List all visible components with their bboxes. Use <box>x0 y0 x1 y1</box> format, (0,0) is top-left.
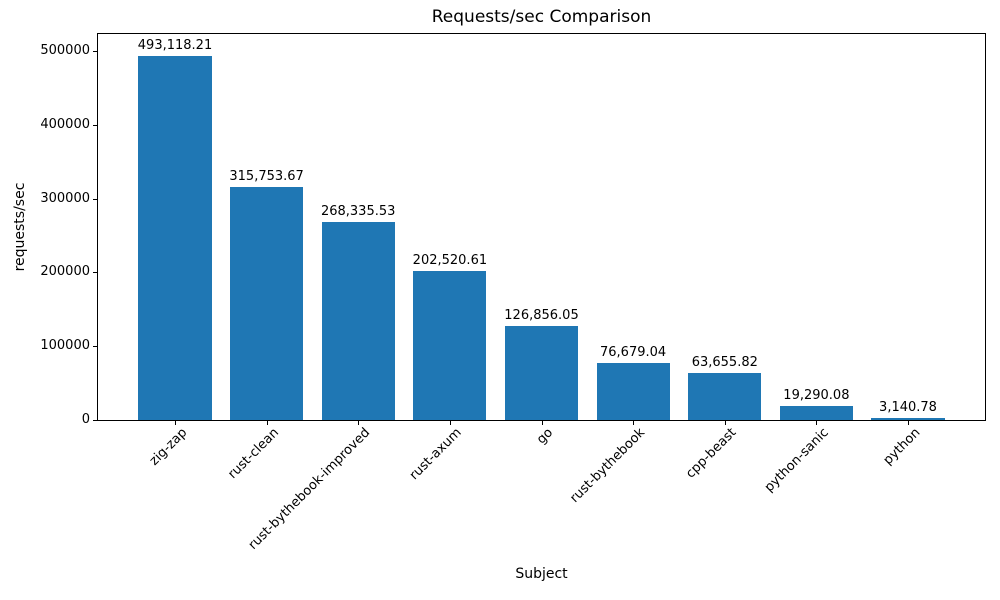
y-tick-label: 400000 <box>40 116 90 132</box>
y-tick-mark <box>93 51 97 52</box>
bar <box>413 270 487 420</box>
bar <box>138 56 212 420</box>
bar-value-label: 76,679.04 <box>600 345 667 361</box>
bar <box>504 326 579 420</box>
bar <box>871 417 945 420</box>
y-tick-label: 100000 <box>40 338 90 354</box>
bar <box>321 221 395 420</box>
x-tick-mark <box>816 421 817 425</box>
x-tick-mark <box>725 421 726 425</box>
x-tick-mark <box>175 421 176 425</box>
x-tick-mark <box>267 421 268 425</box>
y-tick-mark <box>93 125 97 126</box>
chart-title: Requests/sec Comparison <box>431 7 652 27</box>
x-axis-label: Subject <box>515 566 568 582</box>
x-tick-mark <box>908 421 909 425</box>
y-tick-mark <box>93 346 97 347</box>
x-tick-label: cpp-beast <box>683 425 740 482</box>
bar-value-label: 19,290.08 <box>783 387 850 403</box>
bar <box>688 373 762 420</box>
y-tick-mark <box>93 272 97 273</box>
bar-value-label: 63,655.82 <box>691 355 758 370</box>
bar-value-label: 126,856.05 <box>504 308 579 324</box>
x-tick-label: zig-zap <box>146 425 190 469</box>
bar-value-label: 493,118.21 <box>137 38 213 53</box>
y-tick-mark <box>93 199 97 200</box>
x-tick-mark <box>633 421 634 425</box>
x-tick-mark <box>542 421 543 425</box>
x-tick-mark <box>450 421 451 425</box>
bar-value-label: 315,753.67 <box>229 168 304 184</box>
bar <box>596 363 670 420</box>
y-tick-label: 0 <box>81 412 90 427</box>
bar <box>779 405 853 420</box>
x-tick-label: go <box>534 425 557 448</box>
x-tick-mark <box>358 421 359 425</box>
y-tick-label: 300000 <box>40 190 90 206</box>
x-tick-label: rust-clean <box>224 425 282 482</box>
bar-value-label: 3,140.78 <box>879 399 937 415</box>
bar-value-label: 268,335.53 <box>320 203 396 219</box>
x-tick-label: rust-axum <box>407 425 465 484</box>
x-tick-label: python-sanic <box>761 425 832 496</box>
y-tick-label: 200000 <box>40 264 90 280</box>
plot-area: 493,118.21 315,753.67 268,335.53 202,520.61… <box>97 33 986 421</box>
x-tick-label: python <box>880 425 923 469</box>
x-tick-label: rust-bythebook <box>567 425 649 506</box>
y-tick-label: 500000 <box>40 42 90 58</box>
bar <box>230 186 304 420</box>
y-tick-mark <box>93 420 97 421</box>
bar-value-label: 202,520.61 <box>412 252 488 268</box>
